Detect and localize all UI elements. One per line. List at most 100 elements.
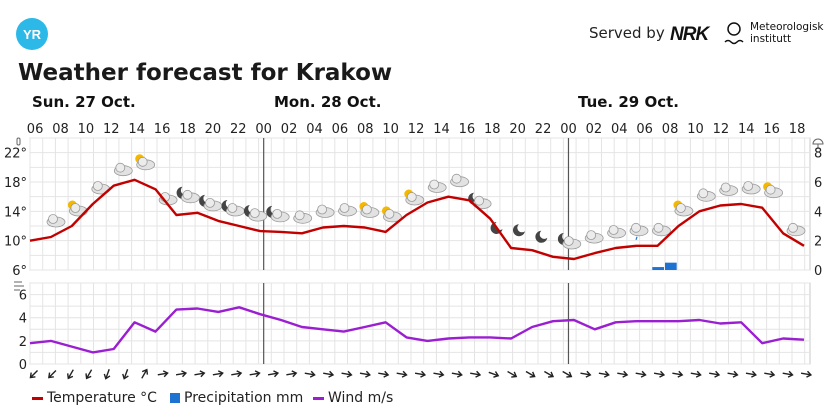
partly-sunny-icon	[763, 182, 783, 199]
hour-label: 08	[52, 122, 69, 137]
day-label-mon: Mon. 28 Oct.	[274, 93, 382, 111]
arrow-shaft	[267, 372, 278, 376]
moon-icon	[535, 230, 548, 243]
wind-arrow-icon	[304, 370, 316, 378]
arrow-head	[236, 370, 243, 378]
hour-label: 10	[687, 122, 704, 137]
wind-direction-arrows	[29, 368, 813, 380]
wind-arrow-icon	[800, 370, 813, 378]
weather-symbols	[46, 154, 806, 250]
wind-arrow-icon	[598, 370, 610, 378]
arrow-head	[328, 370, 335, 378]
wind-ticks: 0 2 4 6	[19, 289, 27, 373]
night-cloud-icon	[221, 200, 245, 217]
night-cloud-icon	[243, 205, 268, 222]
nrk-logo-text: NRK	[670, 24, 710, 44]
arrow-head	[640, 370, 647, 378]
night-cloud-icon	[266, 205, 290, 223]
arrow-head	[787, 370, 794, 378]
precipitation-tick-label: 6	[814, 176, 822, 191]
met-name-line2: institutt	[750, 33, 792, 45]
wind-arrow-icon	[341, 370, 353, 378]
sunny-cloud-icon	[381, 206, 402, 223]
arrow-shaft	[782, 372, 792, 376]
arrow-head	[291, 370, 298, 378]
cloud-puff	[608, 225, 619, 235]
precipitation-tick-label: 4	[814, 205, 822, 220]
cloud-puff	[361, 204, 372, 215]
arrow-shaft	[141, 370, 147, 379]
hour-label: 08	[662, 122, 679, 137]
hour-label: 02	[281, 122, 298, 137]
cloud-puff	[339, 203, 350, 213]
wind-tick-label: 0	[19, 358, 27, 373]
legend-wind: Wind m/s	[313, 390, 393, 406]
arrow-head	[677, 370, 684, 378]
cloud-puff	[205, 197, 215, 208]
arrow-head	[29, 372, 36, 379]
precipitation-tick-label: 0	[814, 264, 822, 279]
cloud-icon	[584, 230, 604, 244]
arrow-shaft	[764, 372, 774, 376]
cloud-puff	[48, 214, 58, 224]
legend-temperature: Temperature °C	[32, 390, 157, 406]
arrow-head	[622, 370, 629, 378]
arrow-head	[199, 370, 206, 378]
wind-arrow-icon	[745, 370, 757, 378]
wind-arrow-icon	[323, 370, 335, 378]
hour-label: 08	[357, 122, 374, 137]
arrow-head	[695, 370, 702, 378]
arrow-head	[438, 370, 445, 378]
temperature-tick-label: 6°	[12, 264, 27, 279]
arrow-head	[217, 370, 224, 378]
wind-arrow-icon	[378, 370, 390, 378]
hour-label: 10	[382, 122, 399, 137]
arrow-shaft	[86, 369, 93, 378]
cloud-puff	[653, 222, 664, 233]
arrow-head	[751, 370, 757, 378]
arrow-shaft	[507, 370, 516, 377]
day-label-sun: Sun. 27 Oct.	[32, 93, 136, 111]
wind-arrow-icon	[653, 370, 666, 378]
precip-axis-icon	[812, 138, 824, 149]
precipitation-bars	[652, 262, 677, 270]
wind-arrow-icon	[782, 370, 794, 378]
wind-tick-label: 4	[19, 312, 27, 327]
moon-icon	[512, 224, 525, 237]
arrow-shaft	[433, 372, 443, 376]
arrow-head	[365, 370, 371, 378]
arrow-shaft	[323, 372, 333, 376]
cloud-puff	[92, 181, 103, 191]
yr-logo[interactable]: YR	[16, 18, 48, 50]
wind-arrow-icon	[507, 370, 518, 378]
night-cloud-icon	[176, 186, 200, 204]
nrk-logo[interactable]: NRK	[670, 22, 714, 44]
cloud-puff	[182, 189, 193, 200]
arrow-head	[309, 370, 316, 378]
rain-cloud-icon	[629, 222, 649, 240]
wind-arrow-icon	[580, 370, 592, 378]
legend-wind-label: Wind m/s	[328, 390, 394, 406]
wind-line	[29, 306, 805, 354]
wind-arrow-icon	[525, 370, 536, 378]
arrow-shaft	[396, 372, 406, 376]
met-logo-circle-icon	[727, 22, 741, 36]
yr-logo-text: YR	[23, 27, 42, 42]
wind-arrow-icon	[727, 370, 739, 378]
cloud-icon	[741, 181, 761, 195]
met-institute-logo[interactable]	[722, 20, 746, 50]
wind-arrow-icon	[48, 369, 57, 379]
cloud-icon	[427, 179, 447, 193]
wind-arrow-icon	[470, 370, 482, 378]
cloud-puff	[115, 162, 126, 173]
partly-sunny-icon	[404, 189, 425, 206]
hour-label: 18	[789, 122, 806, 137]
arrow-shaft	[709, 372, 719, 376]
arrow-shaft	[304, 372, 314, 376]
wind-icon	[14, 281, 24, 291]
arrow-head	[585, 370, 592, 378]
wind-arrow-icon	[175, 370, 188, 378]
arrow-head	[273, 370, 280, 378]
precipitation-ticks: 0 2 4 6 8	[814, 147, 822, 279]
arrow-shaft	[635, 372, 645, 376]
